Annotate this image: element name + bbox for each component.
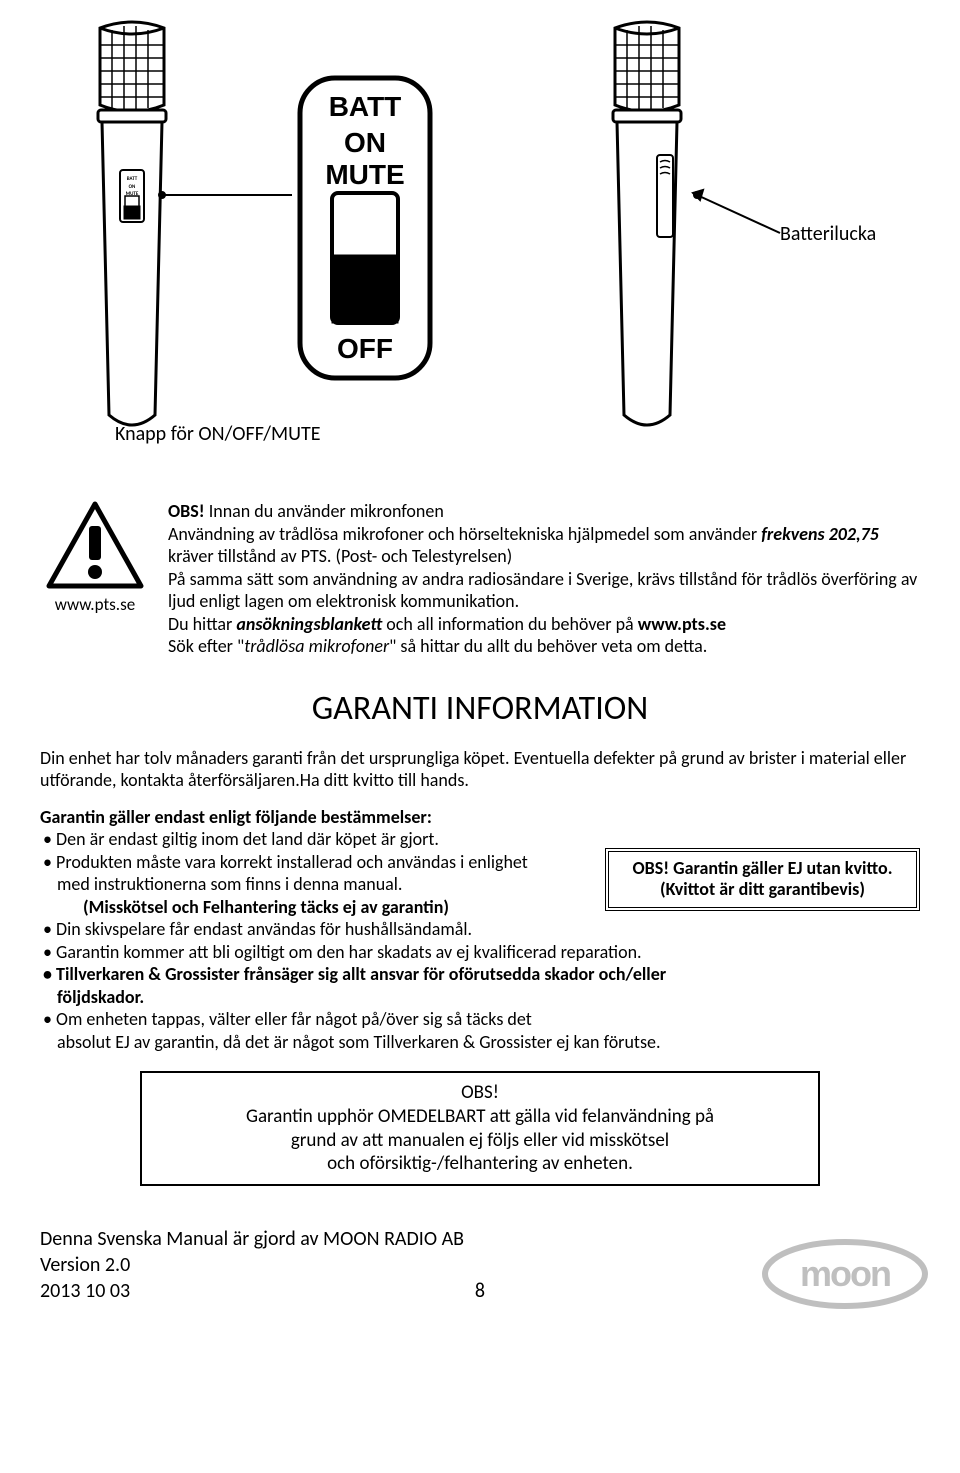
notice-l1: Garantin upphör OMEDELBART att gälla vid… (246, 1105, 714, 1128)
footer: Denna Svenska Manual är gjord av MOON RA… (40, 1226, 920, 1304)
warning-triangle-icon (45, 500, 145, 590)
warning-text: OBS! Innan du använder mikronfonen Använ… (168, 500, 920, 658)
receipt-notice-box: OBS! Garantin gäller EJ utan kvitto. (Kv… (605, 848, 920, 911)
page-number: 8 (475, 1278, 485, 1304)
terms-head: Garantin gäller endast enligt följande b… (40, 806, 920, 829)
warranty-title: GARANTI INFORMATION (40, 688, 920, 729)
term-5b: följdskador. (57, 986, 920, 1009)
term-6a: • Om enheten tappas, välter eller får nå… (43, 1008, 920, 1031)
notice-l3: och oförsiktig-/felhantering av enheten. (327, 1152, 633, 1175)
moon-logo-icon: moon (760, 1234, 930, 1314)
term-5a: • Tillverkaren & Grossister frånsäger si… (43, 963, 920, 986)
microphone-diagram: BATT ON MUTE BATT ON MUTE OFF (40, 20, 920, 480)
notice-l2: grund av att manualen ej följs eller vid… (291, 1129, 669, 1152)
svg-text:moon: moon (800, 1253, 890, 1294)
receipt-l1: OBS! Garantin gäller EJ utan kvitto. (615, 858, 910, 880)
warranty-terms: Garantin gäller endast enligt följande b… (40, 806, 920, 1054)
callout-battery-label: Batterilucka (780, 222, 876, 246)
notice-head: OBS! (461, 1081, 499, 1104)
term-6b: absolut EJ av garantin, då det är något … (57, 1031, 920, 1054)
term-3: • Din skivspelare får endast användas fö… (43, 918, 920, 941)
warning-section: www.pts.se OBS! Innan du använder mikron… (40, 500, 920, 658)
warranty-notice-box: OBS! Garantin upphör OMEDELBART att gäll… (140, 1071, 820, 1186)
term-4: • Garantin kommer att bli ogiltigt om de… (43, 941, 920, 964)
warning-url: www.pts.se (55, 594, 135, 615)
receipt-l2: (Kvittot är ditt garantibevis) (615, 879, 910, 901)
warranty-intro: Din enhet har tolv månaders garanti från… (40, 747, 920, 792)
callout-button-label: Knapp för ON/OFF/MUTE (115, 422, 320, 446)
callout-lines-icon (40, 20, 940, 480)
